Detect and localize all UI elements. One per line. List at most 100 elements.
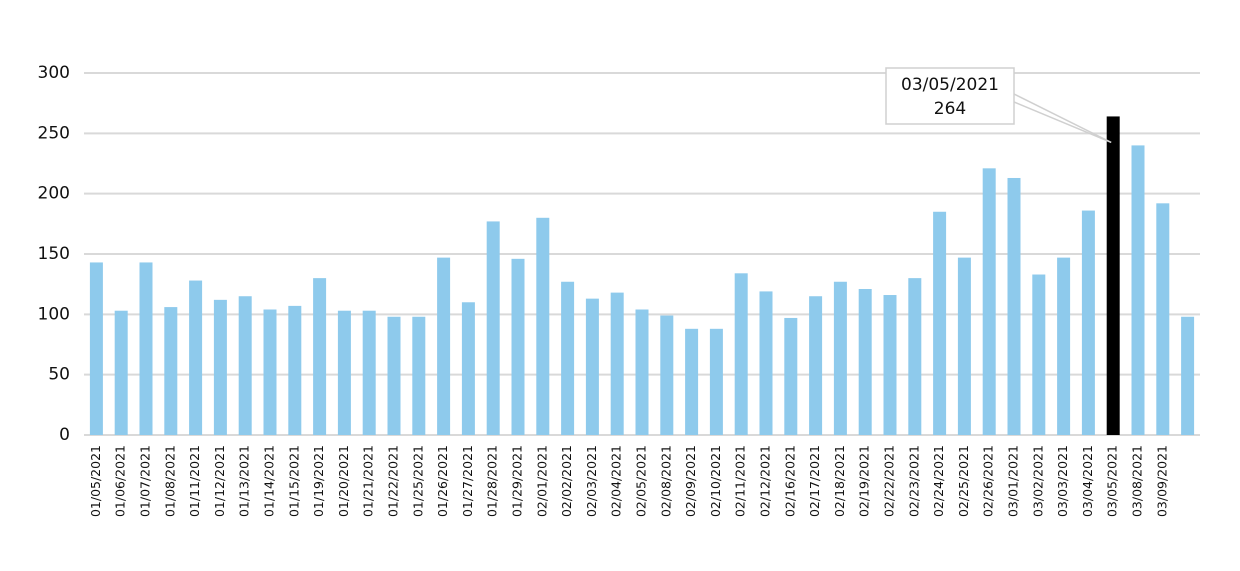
tooltip: 03/05/2021 264	[885, 67, 1112, 144]
x-tick-label: 02/26/2021	[981, 445, 996, 517]
x-tick-label: 02/22/2021	[882, 445, 897, 517]
bar	[1081, 210, 1095, 435]
bar	[561, 281, 575, 435]
bar	[957, 257, 971, 435]
bar	[883, 295, 897, 435]
x-tick-label: 01/27/2021	[460, 445, 475, 517]
y-tick-label: 0	[59, 425, 70, 445]
x-tick-label: 01/25/2021	[410, 445, 425, 517]
x-tick-label: 02/05/2021	[634, 445, 649, 517]
bar	[412, 316, 426, 435]
x-tick-label: 02/01/2021	[534, 445, 549, 517]
x-tick-label: 02/16/2021	[782, 445, 797, 517]
x-tick-label: 03/01/2021	[1006, 445, 1021, 517]
bar	[635, 309, 649, 435]
x-tick-label: 01/12/2021	[212, 445, 227, 517]
x-tick-label: 02/03/2021	[584, 445, 599, 517]
bar	[337, 310, 351, 435]
bar	[933, 211, 947, 435]
y-tick-label: 250	[38, 123, 70, 143]
bar	[213, 299, 227, 435]
bar	[1106, 116, 1120, 435]
bar	[238, 296, 252, 435]
tooltip-value: 264	[934, 99, 966, 119]
bar	[709, 328, 723, 435]
x-tick-label: 03/02/2021	[1030, 445, 1045, 517]
tooltip-category: 03/05/2021	[901, 75, 999, 95]
bar	[89, 262, 103, 435]
bar	[1181, 316, 1195, 435]
bar	[164, 307, 178, 435]
bar	[139, 262, 153, 435]
x-tick-label: 01/06/2021	[113, 445, 128, 517]
bar	[833, 281, 847, 435]
x-tick-label: 03/05/2021	[1105, 445, 1120, 517]
bar	[461, 302, 475, 435]
bar	[1032, 274, 1046, 435]
bar	[585, 298, 599, 435]
x-tick-label: 01/26/2021	[435, 445, 450, 517]
x-tick-label: 02/12/2021	[758, 445, 773, 517]
bar	[858, 288, 872, 435]
x-tick-label: 01/08/2021	[162, 445, 177, 517]
bar	[362, 310, 376, 435]
bar	[288, 305, 302, 435]
bar	[1007, 177, 1021, 436]
x-tick-label: 01/21/2021	[361, 445, 376, 517]
bar	[1057, 257, 1071, 435]
x-tick-label: 03/03/2021	[1055, 445, 1070, 517]
x-tick-label: 02/24/2021	[931, 445, 946, 517]
x-tick-label: 02/18/2021	[832, 445, 847, 517]
x-tick-label: 03/09/2021	[1154, 445, 1169, 517]
bar	[313, 278, 327, 435]
x-tick-label: 01/13/2021	[237, 445, 252, 517]
bar	[610, 292, 624, 435]
bar	[189, 280, 203, 435]
x-tick-label: 02/08/2021	[658, 445, 673, 517]
bar	[759, 291, 773, 435]
x-tick-label: 02/23/2021	[906, 445, 921, 517]
bar	[1131, 145, 1145, 435]
x-tick-label: 02/25/2021	[956, 445, 971, 517]
bar	[536, 217, 550, 435]
x-tick-label: 02/09/2021	[683, 445, 698, 517]
y-tick-label: 50	[48, 365, 70, 385]
bar	[809, 296, 823, 435]
x-tick-label: 02/02/2021	[559, 445, 574, 517]
x-tick-label: 01/28/2021	[485, 445, 500, 517]
bar	[114, 310, 128, 435]
tooltip-pointer	[1013, 93, 1112, 144]
x-tick-label: 03/04/2021	[1080, 445, 1095, 517]
bar	[437, 257, 451, 435]
x-tick-label: 02/11/2021	[733, 445, 748, 517]
bar	[511, 258, 525, 435]
x-tick-label: 01/15/2021	[286, 445, 301, 517]
x-tick-label: 01/22/2021	[386, 445, 401, 517]
x-tick-label: 03/08/2021	[1130, 445, 1145, 517]
bar	[387, 316, 401, 435]
x-tick-label: 01/11/2021	[187, 445, 202, 517]
bar	[734, 273, 748, 435]
y-tick-label: 100	[38, 304, 70, 324]
bar	[1156, 203, 1170, 435]
y-tick-label: 300	[38, 63, 70, 83]
bar	[263, 309, 277, 435]
x-tick-label: 01/05/2021	[88, 445, 103, 517]
bar	[486, 221, 500, 435]
x-tick-label: 02/10/2021	[708, 445, 723, 517]
x-tick-label: 01/19/2021	[311, 445, 326, 517]
x-tick-label: 01/29/2021	[510, 445, 525, 517]
bar	[784, 317, 798, 435]
x-tick-label: 01/14/2021	[262, 445, 277, 517]
x-tick-label: 01/07/2021	[138, 445, 153, 517]
tooltip-box	[885, 67, 1015, 125]
bar	[660, 315, 674, 435]
bar	[982, 168, 996, 435]
x-tick-label: 02/19/2021	[857, 445, 872, 517]
x-tick-label: 02/04/2021	[609, 445, 624, 517]
y-tick-label: 200	[38, 184, 70, 204]
y-tick-label: 150	[38, 244, 70, 264]
bar	[685, 328, 699, 435]
x-tick-label: 02/17/2021	[807, 445, 822, 517]
bar	[908, 278, 922, 435]
